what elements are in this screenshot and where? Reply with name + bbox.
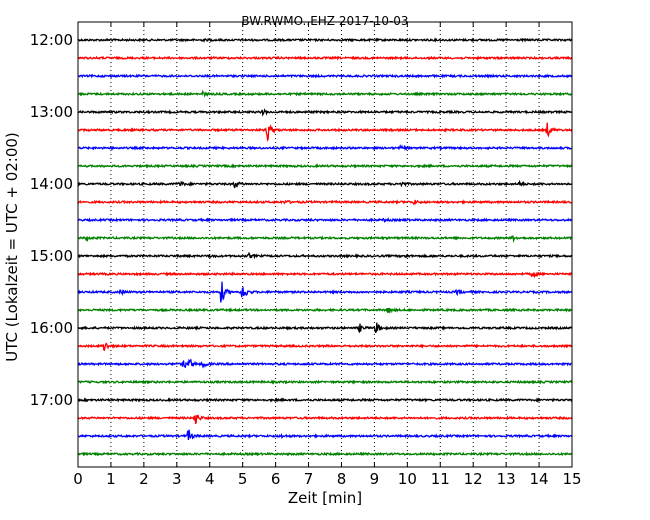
trace-line [77, 163, 573, 169]
x-tick-label: 6 [271, 470, 281, 488]
y-tick-label: 16:00 [30, 319, 73, 337]
trace-line [77, 199, 572, 206]
trace-line [77, 89, 573, 98]
y-tick-label: 15:00 [30, 247, 73, 265]
trace-line [77, 414, 573, 425]
x-tick-label: 13 [497, 470, 516, 488]
y-tick-label: 17:00 [30, 391, 73, 409]
trace-line [77, 397, 573, 403]
trace-line [77, 281, 573, 303]
trace-line [77, 217, 573, 224]
chart-title: BW.RWMO..EHZ 2017-10-03 [241, 14, 408, 28]
trace-line [77, 451, 572, 457]
x-tick-label: 12 [464, 470, 483, 488]
x-tick-label: 5 [238, 470, 248, 488]
x-axis-ticks: 0 1 2 3 4 5 6 7 8 9 10 11 12 13 14 15 [73, 22, 582, 488]
x-tick-label: 14 [530, 470, 549, 488]
x-tick-label: 15 [562, 470, 581, 488]
x-axis-label: Zeit [min] [288, 489, 362, 507]
trace-line [77, 429, 573, 441]
y-tick-label: 12:00 [30, 31, 73, 49]
x-tick-label: 1 [106, 470, 116, 488]
x-tick-label: 0 [73, 470, 83, 488]
trace-line [77, 55, 573, 61]
trace-line [77, 322, 573, 334]
x-tick-label: 7 [304, 470, 314, 488]
trace-line [77, 108, 573, 117]
y-axis-label: UTC (Lokalzeit = UTC + 02:00) [3, 132, 21, 362]
trace-line [77, 358, 572, 369]
trace-line [77, 271, 573, 279]
trace-line [77, 379, 573, 385]
trace-line [77, 307, 573, 314]
x-tick-label: 4 [205, 470, 215, 488]
seismogram-traces [77, 37, 573, 457]
y-tick-label: 14:00 [30, 175, 73, 193]
trace-line [77, 342, 573, 352]
plot-frame [77, 21, 573, 468]
x-tick-label: 3 [172, 470, 182, 488]
trace-line [77, 122, 573, 142]
x-tick-label: 8 [337, 470, 347, 488]
x-tick-label: 10 [398, 470, 417, 488]
trace-line [77, 251, 573, 260]
y-tick-label: 13:00 [30, 103, 73, 121]
x-tick-label: 11 [431, 470, 450, 488]
y-axis-ticks: 12:00 13:00 14:00 15:00 16:00 17:00 [30, 31, 572, 409]
trace-line [77, 179, 572, 189]
x-tick-label: 2 [139, 470, 149, 488]
trace-line [77, 73, 573, 79]
trace-line [77, 144, 572, 151]
trace-line [77, 235, 572, 243]
x-tick-label: 9 [370, 470, 380, 488]
trace-line [77, 37, 573, 43]
